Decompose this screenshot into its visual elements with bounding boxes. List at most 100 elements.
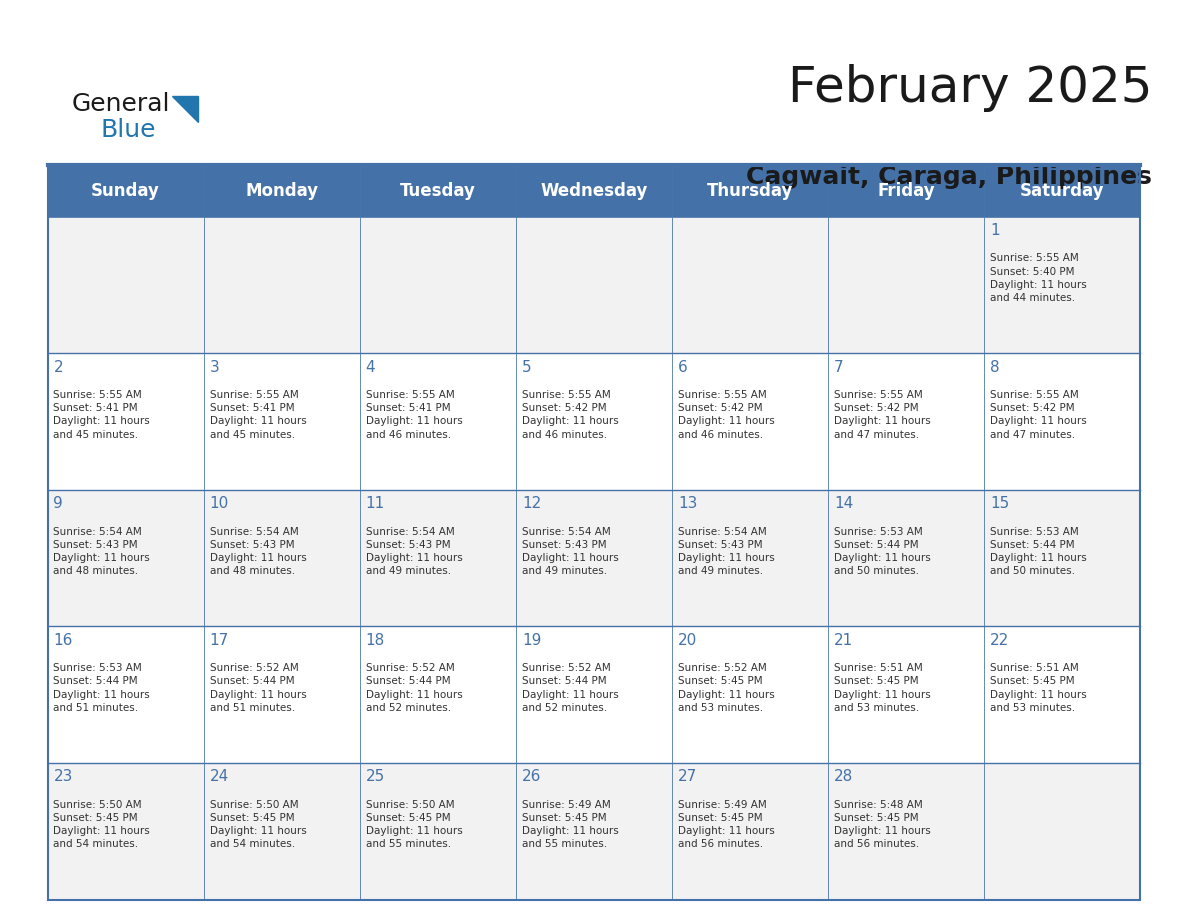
Bar [360, 763, 516, 900]
Text: Sunrise: 5:49 AM
Sunset: 5:45 PM
Daylight: 11 hours
and 56 minutes.: Sunrise: 5:49 AM Sunset: 5:45 PM Dayligh… [678, 800, 775, 849]
Text: 19: 19 [522, 633, 542, 648]
Text: Sunrise: 5:55 AM
Sunset: 5:41 PM
Daylight: 11 hours
and 45 minutes.: Sunrise: 5:55 AM Sunset: 5:41 PM Dayligh… [209, 390, 307, 440]
Text: 20: 20 [678, 633, 697, 648]
Text: Monday: Monday [245, 182, 318, 200]
Text: 27: 27 [678, 769, 697, 785]
Bar [672, 763, 828, 900]
Text: 7: 7 [834, 360, 843, 375]
Text: Sunrise: 5:52 AM
Sunset: 5:44 PM
Daylight: 11 hours
and 51 minutes.: Sunrise: 5:52 AM Sunset: 5:44 PM Dayligh… [209, 663, 307, 712]
Bar [672, 165, 828, 217]
Text: 13: 13 [678, 497, 697, 511]
Text: 3: 3 [209, 360, 220, 375]
Text: Sunrise: 5:54 AM
Sunset: 5:43 PM
Daylight: 11 hours
and 49 minutes.: Sunrise: 5:54 AM Sunset: 5:43 PM Dayligh… [522, 527, 619, 577]
Text: 17: 17 [209, 633, 229, 648]
Text: 4: 4 [366, 360, 375, 375]
Bar [48, 490, 203, 626]
Bar [985, 763, 1140, 900]
Text: Sunrise: 5:52 AM
Sunset: 5:44 PM
Daylight: 11 hours
and 52 minutes.: Sunrise: 5:52 AM Sunset: 5:44 PM Dayligh… [366, 663, 462, 712]
Text: Sunrise: 5:55 AM
Sunset: 5:41 PM
Daylight: 11 hours
and 46 minutes.: Sunrise: 5:55 AM Sunset: 5:41 PM Dayligh… [366, 390, 462, 440]
Bar [360, 353, 516, 490]
Text: 16: 16 [53, 633, 72, 648]
Bar [516, 626, 672, 763]
Text: Sunrise: 5:51 AM
Sunset: 5:45 PM
Daylight: 11 hours
and 53 minutes.: Sunrise: 5:51 AM Sunset: 5:45 PM Dayligh… [991, 663, 1087, 712]
Text: Wednesday: Wednesday [541, 182, 647, 200]
Bar [203, 763, 360, 900]
Bar [985, 626, 1140, 763]
Bar [48, 353, 203, 490]
Text: Thursday: Thursday [707, 182, 794, 200]
Bar [203, 626, 360, 763]
Bar [985, 353, 1140, 490]
Text: Sunday: Sunday [91, 182, 160, 200]
Text: Sunrise: 5:51 AM
Sunset: 5:45 PM
Daylight: 11 hours
and 53 minutes.: Sunrise: 5:51 AM Sunset: 5:45 PM Dayligh… [834, 663, 931, 712]
Bar [828, 353, 985, 490]
Bar [360, 217, 516, 353]
Text: Sunrise: 5:54 AM
Sunset: 5:43 PM
Daylight: 11 hours
and 48 minutes.: Sunrise: 5:54 AM Sunset: 5:43 PM Dayligh… [53, 527, 150, 577]
Text: 25: 25 [366, 769, 385, 785]
Bar [672, 353, 828, 490]
Text: Sunrise: 5:55 AM
Sunset: 5:42 PM
Daylight: 11 hours
and 47 minutes.: Sunrise: 5:55 AM Sunset: 5:42 PM Dayligh… [834, 390, 931, 440]
Bar [203, 353, 360, 490]
Bar [828, 626, 985, 763]
Text: Sunrise: 5:50 AM
Sunset: 5:45 PM
Daylight: 11 hours
and 54 minutes.: Sunrise: 5:50 AM Sunset: 5:45 PM Dayligh… [53, 800, 150, 849]
Text: 2: 2 [53, 360, 63, 375]
Bar [48, 763, 203, 900]
Text: 23: 23 [53, 769, 72, 785]
Text: Sunrise: 5:55 AM
Sunset: 5:42 PM
Daylight: 11 hours
and 46 minutes.: Sunrise: 5:55 AM Sunset: 5:42 PM Dayligh… [522, 390, 619, 440]
Text: Sunrise: 5:55 AM
Sunset: 5:42 PM
Daylight: 11 hours
and 46 minutes.: Sunrise: 5:55 AM Sunset: 5:42 PM Dayligh… [678, 390, 775, 440]
Text: 10: 10 [209, 497, 229, 511]
Bar [516, 490, 672, 626]
Bar [828, 763, 985, 900]
Text: Sunrise: 5:50 AM
Sunset: 5:45 PM
Daylight: 11 hours
and 54 minutes.: Sunrise: 5:50 AM Sunset: 5:45 PM Dayligh… [209, 800, 307, 849]
Text: Sunrise: 5:52 AM
Sunset: 5:44 PM
Daylight: 11 hours
and 52 minutes.: Sunrise: 5:52 AM Sunset: 5:44 PM Dayligh… [522, 663, 619, 712]
Text: Sunrise: 5:55 AM
Sunset: 5:40 PM
Daylight: 11 hours
and 44 minutes.: Sunrise: 5:55 AM Sunset: 5:40 PM Dayligh… [991, 253, 1087, 303]
Bar [516, 353, 672, 490]
Bar [672, 626, 828, 763]
Text: Tuesday: Tuesday [400, 182, 476, 200]
Bar [48, 165, 203, 217]
Text: 9: 9 [53, 497, 63, 511]
Text: Friday: Friday [878, 182, 935, 200]
Bar [985, 217, 1140, 353]
Text: Sunrise: 5:54 AM
Sunset: 5:43 PM
Daylight: 11 hours
and 48 minutes.: Sunrise: 5:54 AM Sunset: 5:43 PM Dayligh… [209, 527, 307, 577]
Bar [203, 217, 360, 353]
Text: 1: 1 [991, 223, 1000, 238]
Text: Sunrise: 5:53 AM
Sunset: 5:44 PM
Daylight: 11 hours
and 51 minutes.: Sunrise: 5:53 AM Sunset: 5:44 PM Dayligh… [53, 663, 150, 712]
Text: Sunrise: 5:55 AM
Sunset: 5:42 PM
Daylight: 11 hours
and 47 minutes.: Sunrise: 5:55 AM Sunset: 5:42 PM Dayligh… [991, 390, 1087, 440]
Text: Sunrise: 5:53 AM
Sunset: 5:44 PM
Daylight: 11 hours
and 50 minutes.: Sunrise: 5:53 AM Sunset: 5:44 PM Dayligh… [991, 527, 1087, 577]
Bar [516, 763, 672, 900]
Bar [203, 490, 360, 626]
Bar [828, 490, 985, 626]
Text: Cagwait, Caraga, Philippines: Cagwait, Caraga, Philippines [746, 165, 1152, 189]
Text: Sunrise: 5:53 AM
Sunset: 5:44 PM
Daylight: 11 hours
and 50 minutes.: Sunrise: 5:53 AM Sunset: 5:44 PM Dayligh… [834, 527, 931, 577]
Bar [985, 490, 1140, 626]
Text: General: General [71, 92, 170, 116]
Bar [672, 490, 828, 626]
Text: Sunrise: 5:49 AM
Sunset: 5:45 PM
Daylight: 11 hours
and 55 minutes.: Sunrise: 5:49 AM Sunset: 5:45 PM Dayligh… [522, 800, 619, 849]
Text: Sunrise: 5:48 AM
Sunset: 5:45 PM
Daylight: 11 hours
and 56 minutes.: Sunrise: 5:48 AM Sunset: 5:45 PM Dayligh… [834, 800, 931, 849]
Text: 21: 21 [834, 633, 853, 648]
Bar [828, 165, 985, 217]
Text: 18: 18 [366, 633, 385, 648]
Text: 6: 6 [678, 360, 688, 375]
Bar [985, 165, 1140, 217]
Text: 28: 28 [834, 769, 853, 785]
Text: Sunrise: 5:55 AM
Sunset: 5:41 PM
Daylight: 11 hours
and 45 minutes.: Sunrise: 5:55 AM Sunset: 5:41 PM Dayligh… [53, 390, 150, 440]
Bar [360, 165, 516, 217]
Bar [516, 217, 672, 353]
Polygon shape [172, 96, 198, 122]
Text: Blue: Blue [101, 118, 157, 141]
Text: 12: 12 [522, 497, 541, 511]
Text: 5: 5 [522, 360, 531, 375]
Bar [48, 626, 203, 763]
Text: 8: 8 [991, 360, 1000, 375]
Text: 26: 26 [522, 769, 542, 785]
Text: February 2025: February 2025 [788, 64, 1152, 112]
Text: 24: 24 [209, 769, 229, 785]
Text: 11: 11 [366, 497, 385, 511]
Text: Sunrise: 5:50 AM
Sunset: 5:45 PM
Daylight: 11 hours
and 55 minutes.: Sunrise: 5:50 AM Sunset: 5:45 PM Dayligh… [366, 800, 462, 849]
Bar [516, 165, 672, 217]
Text: Sunrise: 5:54 AM
Sunset: 5:43 PM
Daylight: 11 hours
and 49 minutes.: Sunrise: 5:54 AM Sunset: 5:43 PM Dayligh… [366, 527, 462, 577]
Text: 15: 15 [991, 497, 1010, 511]
Bar [672, 217, 828, 353]
